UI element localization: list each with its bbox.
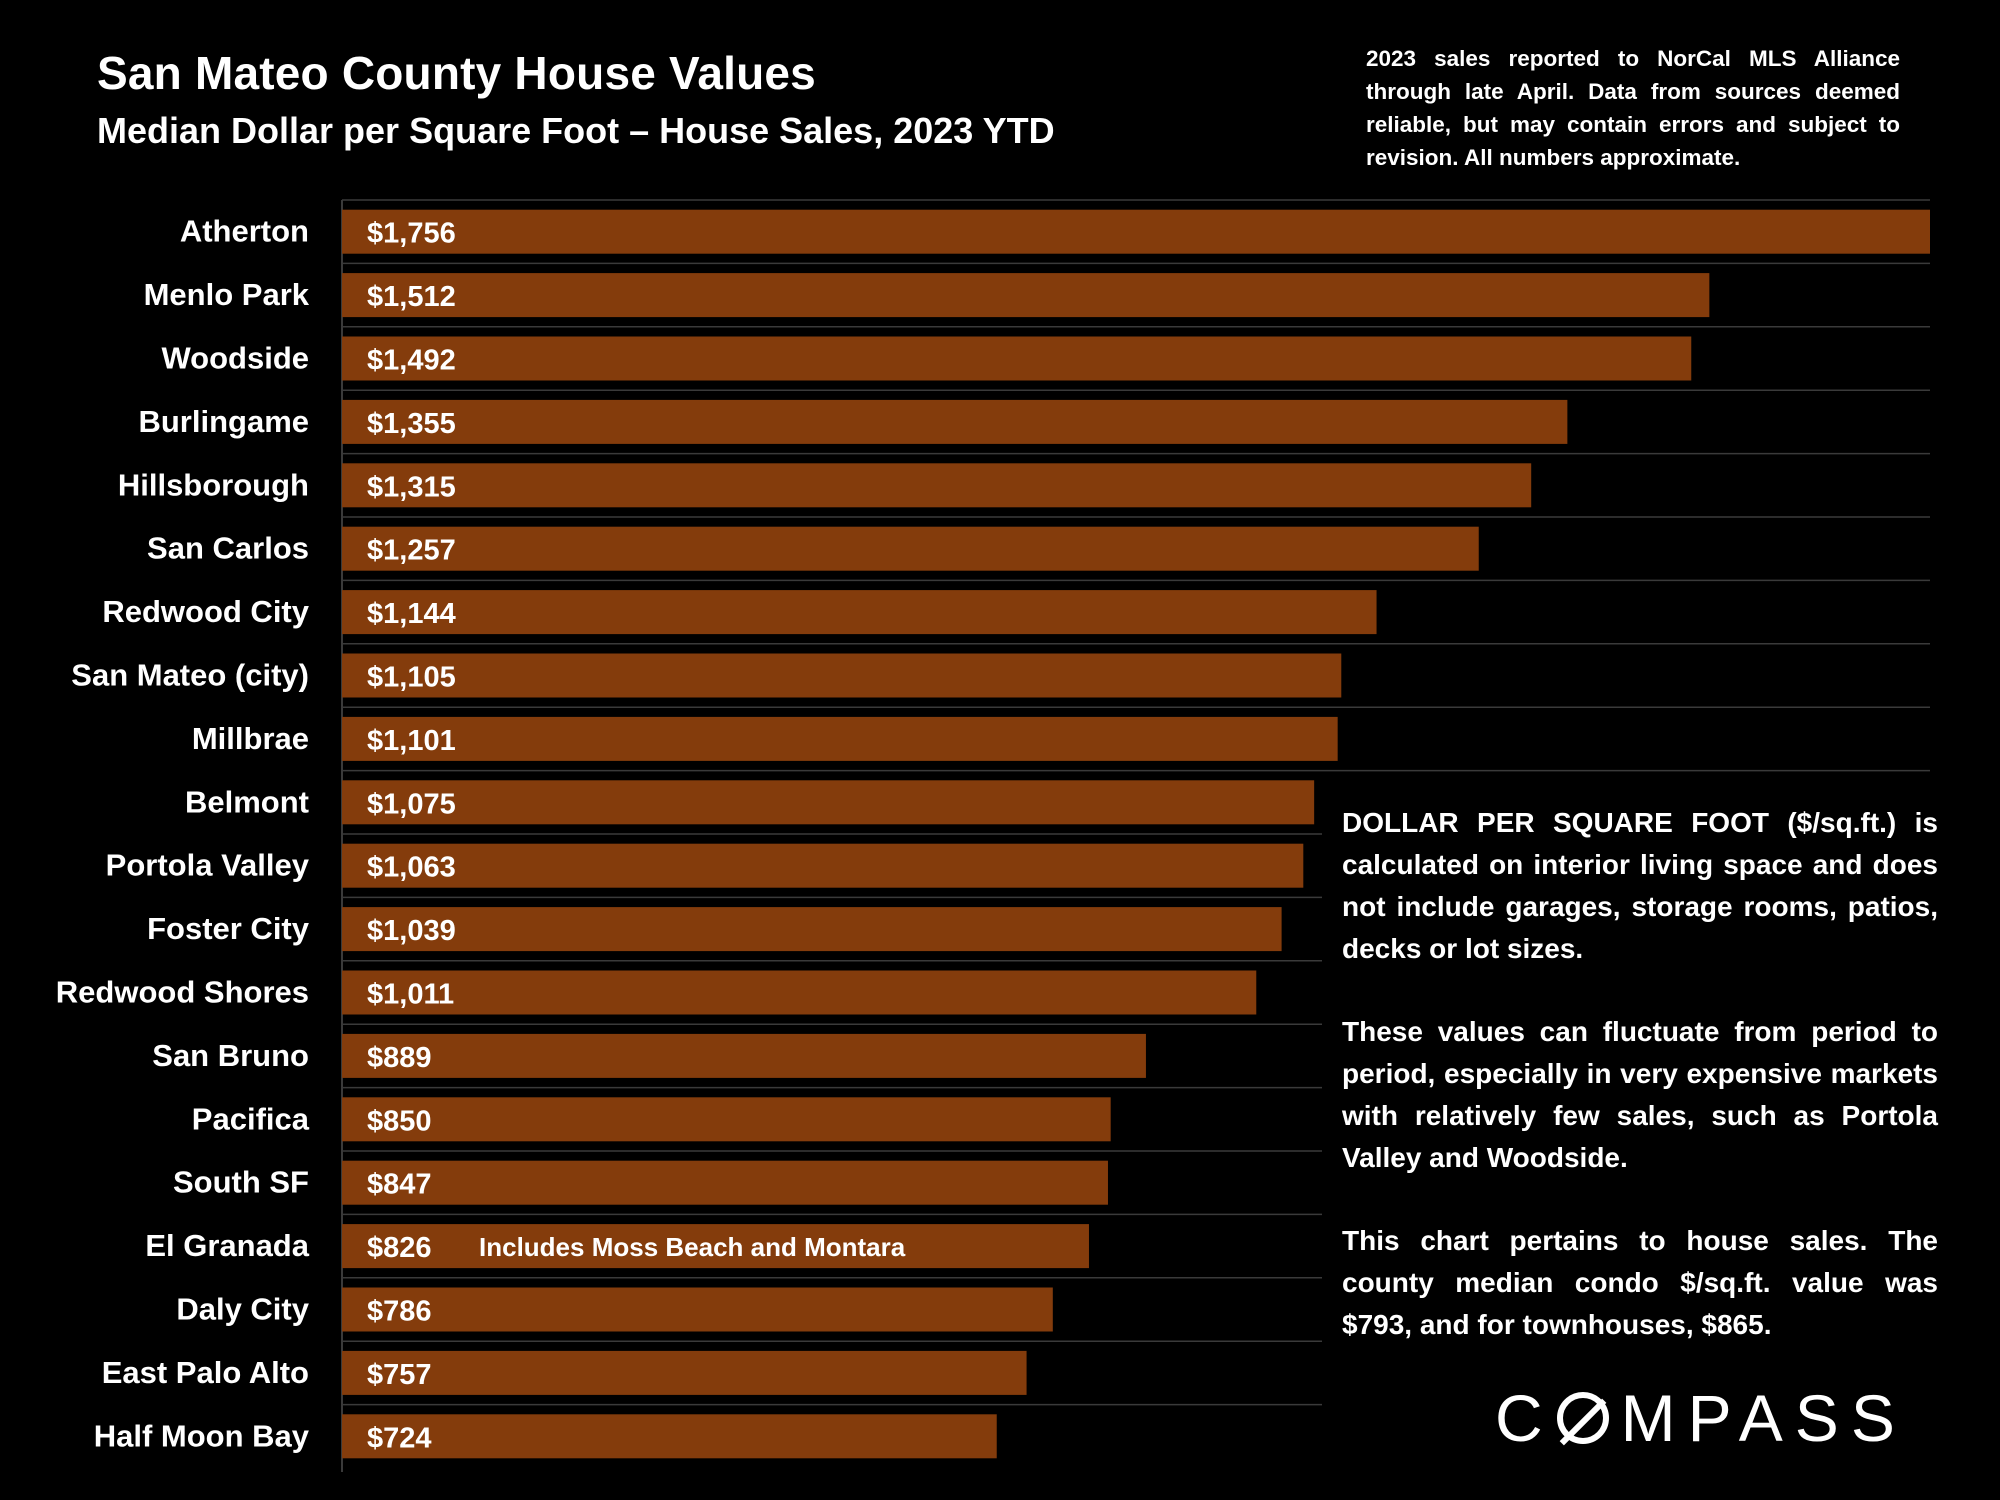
- side-notes: DOLLAR PER SQUARE FOOT ($/sq.ft.) is cal…: [1342, 802, 1938, 1387]
- value-label: $847: [367, 1169, 432, 1201]
- bar: [342, 1224, 1089, 1269]
- logo-o-icon: [1556, 1392, 1609, 1444]
- category-label: Redwood City: [102, 594, 309, 629]
- bar: [342, 1414, 997, 1459]
- bar: [342, 273, 1710, 318]
- bar: [342, 780, 1315, 825]
- chart-subtitle: Median Dollar per Square Foot – House Sa…: [97, 110, 1055, 151]
- value-label: $1,512: [367, 281, 456, 313]
- category-label: Millbrae: [192, 721, 309, 756]
- bar: [342, 1160, 1108, 1205]
- value-label: $1,101: [367, 725, 456, 757]
- category-label: Half Moon Bay: [94, 1418, 310, 1453]
- category-label: Redwood Shores: [56, 975, 309, 1010]
- value-label: $1,039: [367, 915, 456, 947]
- category-label: Burlingame: [138, 404, 309, 439]
- value-label: $1,011: [367, 979, 454, 1011]
- bar: [342, 399, 1568, 444]
- side-note-condo: This chart pertains to house sales. The …: [1342, 1225, 1938, 1340]
- category-label: Daly City: [176, 1292, 309, 1327]
- side-note-fluctuation: These values can fluctuate from period t…: [1342, 1016, 1938, 1173]
- bar: [342, 716, 1338, 761]
- category-label: Pacifica: [192, 1101, 310, 1136]
- category-label: San Bruno: [152, 1038, 309, 1073]
- compass-logo: C MPASS: [1495, 1381, 1907, 1455]
- category-label: Atherton: [180, 214, 309, 249]
- bar: [342, 1350, 1027, 1395]
- value-label: $757: [367, 1359, 432, 1391]
- category-label: El Granada: [145, 1228, 309, 1263]
- value-label: $1,063: [367, 852, 456, 884]
- value-label: $889: [367, 1042, 432, 1074]
- bar: [342, 590, 1377, 635]
- bar: [342, 463, 1532, 508]
- bar: [342, 970, 1257, 1015]
- chart-title: San Mateo County House Values: [97, 47, 816, 99]
- category-label: Portola Valley: [106, 848, 310, 883]
- category-label: Hillsborough: [118, 467, 309, 502]
- side-note-definition: DOLLAR PER SQUARE FOOT ($/sq.ft.) is cal…: [1342, 807, 1938, 964]
- category-label: Woodside: [161, 341, 309, 376]
- value-label: $1,355: [367, 408, 456, 440]
- bar: [342, 843, 1304, 888]
- category-label: South SF: [173, 1165, 309, 1200]
- source-note: 2023 sales reported to NorCal MLS Allian…: [1366, 46, 1900, 170]
- bar: [342, 1287, 1053, 1332]
- bar-annotation: Includes Moss Beach and Montara: [479, 1232, 906, 1262]
- bar: [342, 526, 1479, 571]
- value-label: $786: [367, 1296, 432, 1328]
- category-label: Menlo Park: [144, 277, 310, 312]
- value-label: $1,257: [367, 535, 456, 567]
- value-label: $724: [367, 1422, 432, 1454]
- value-label: $1,105: [367, 662, 456, 694]
- category-label: Foster City: [147, 911, 310, 946]
- bar: [342, 336, 1692, 381]
- bar: [342, 209, 1930, 254]
- value-label: $1,756: [367, 218, 456, 250]
- bar: [342, 907, 1282, 952]
- value-label: $1,315: [367, 471, 456, 503]
- value-label: $1,144: [367, 598, 456, 630]
- category-label: San Mateo (city): [71, 658, 309, 693]
- value-label: $826: [367, 1232, 432, 1264]
- value-label: $1,492: [367, 345, 456, 377]
- category-label: East Palo Alto: [102, 1355, 309, 1390]
- value-label: $850: [367, 1105, 432, 1137]
- value-label: $1,075: [367, 788, 456, 820]
- bar: [342, 653, 1342, 698]
- category-label: Belmont: [185, 784, 309, 819]
- category-label: San Carlos: [147, 531, 309, 566]
- bar: [342, 1097, 1111, 1142]
- bar: [342, 1033, 1146, 1078]
